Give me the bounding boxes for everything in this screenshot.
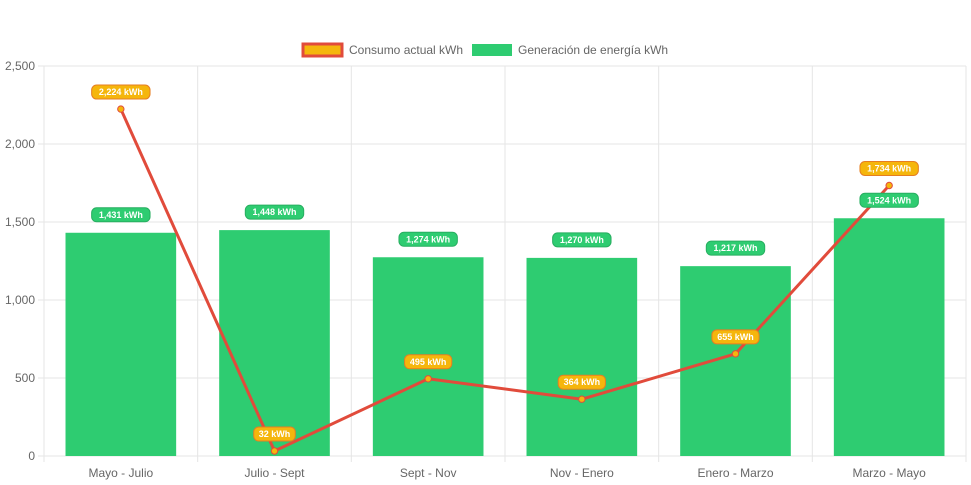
consumption-data-label: 655 kWh: [711, 329, 760, 345]
generation-data-label-text: 1,274 kWh: [406, 234, 450, 244]
x-tick-label: Marzo - Mayo: [852, 466, 926, 480]
consumption-data-label-bg: [253, 426, 296, 442]
generation-data-label-text: 1,431 kWh: [99, 210, 143, 220]
consumption-point[interactable]: [424, 375, 432, 383]
generation-bar[interactable]: [65, 232, 177, 456]
generation-bar[interactable]: [219, 230, 330, 456]
consumption-data-label: 364 kWh: [557, 374, 606, 390]
consumption-point[interactable]: [885, 181, 893, 190]
x-tick-label: Sept - Nov: [400, 466, 457, 480]
generation-data-label-bg: [552, 232, 612, 248]
generation-data-label: 1,217 kWh: [705, 240, 766, 256]
y-tick-label: 2,500: [5, 59, 35, 73]
x-tick-label: Julio - Sept: [244, 466, 305, 480]
x-tick-label: Nov - Enero: [550, 466, 614, 480]
legend-label-consumo: Consumo actual kWh: [349, 43, 463, 57]
y-tick-label: 0: [28, 449, 35, 463]
consumption-data-label-text: 655 kWh: [717, 332, 754, 342]
consumption-data-label: 495 kWh: [404, 354, 453, 370]
bars: [65, 218, 945, 456]
consumption-point[interactable]: [731, 350, 740, 358]
consumption-data-label-bg: [557, 374, 606, 390]
y-tick-label: 1,000: [5, 293, 35, 307]
y-tick-label: 1,500: [5, 215, 35, 229]
legend: Consumo actual kWh Generación de energía…: [301, 42, 668, 58]
generation-bar[interactable]: [526, 257, 638, 456]
generation-data-label-bg: [91, 207, 151, 223]
consumption-data-label: 1,734 kWh: [859, 160, 919, 176]
consumption-point[interactable]: [578, 395, 586, 403]
generation-data-label-bg: [398, 231, 458, 247]
generation-data-label: 1,524 kWh: [859, 192, 919, 208]
legend-item-consumo[interactable]: Consumo actual kWh: [301, 42, 463, 58]
consumption-data-label-text: 32 kWh: [259, 429, 291, 439]
consumption-data-label-bg: [91, 84, 151, 100]
consumption-data-label-text: 2,224 kWh: [99, 87, 143, 97]
generation-bar[interactable]: [833, 218, 945, 456]
generation-data-label: 1,270 kWh: [552, 232, 612, 248]
generation-data-label-text: 1,270 kWh: [560, 235, 604, 245]
axes: 0 500 1,000 1,500 2,000 2,500 Mayo - Julio Juli…: [5, 59, 926, 480]
consumption-line: [119, 108, 891, 453]
consumption-data-label: 2,224 kWh: [91, 84, 151, 100]
consumption-data-label-text: 495 kWh: [410, 357, 447, 367]
legend-item-generacion[interactable]: Generación de energía kWh: [472, 43, 668, 57]
legend-swatch-consumo: [301, 42, 344, 58]
y-tick-label: 500: [15, 371, 35, 385]
legend-swatch-generacion: [472, 44, 512, 56]
consumption-data-label: 32 kWh: [253, 426, 296, 442]
consumption-data-label-text: 364 kWh: [564, 377, 601, 387]
x-tick-label: Enero - Marzo: [697, 466, 773, 480]
y-tick-label: 2,000: [5, 137, 35, 151]
generation-data-label-text: 1,217 kWh: [713, 243, 757, 253]
grid: [38, 65, 967, 462]
generation-bar[interactable]: [680, 266, 791, 456]
generation-data-label: 1,431 kWh: [91, 207, 151, 223]
consumption-data-label-bg: [404, 354, 453, 370]
consumption-data-label-bg: [711, 329, 760, 345]
generation-data-label-text: 1,448 kWh: [252, 207, 296, 217]
generation-data-label: 1,274 kWh: [398, 231, 458, 247]
data-labels: 1,431 kWh 1,448 kWh 1,274 kWh 1,270 kWh 1,21…: [91, 84, 919, 442]
consumption-data-label-text: 1,734 kWh: [867, 163, 911, 173]
consumption-data-label-bg: [859, 160, 919, 176]
line-series: [117, 105, 893, 455]
legend-label-generacion: Generación de energía kWh: [518, 43, 668, 57]
generation-data-label-text: 1,524 kWh: [867, 195, 911, 205]
generation-data-label-bg: [705, 240, 766, 256]
consumption-point[interactable]: [270, 447, 279, 455]
consumption-point[interactable]: [117, 105, 125, 113]
generation-data-label-bg: [859, 192, 919, 208]
generation-data-label-bg: [244, 204, 305, 220]
x-tick-label: Mayo - Julio: [88, 466, 153, 480]
generation-data-label: 1,448 kWh: [244, 204, 305, 220]
